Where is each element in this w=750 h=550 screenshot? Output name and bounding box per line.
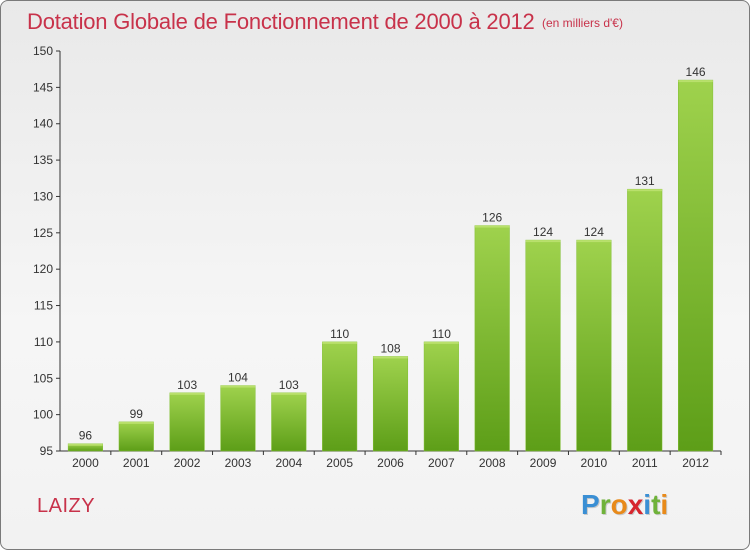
data-label: 146 <box>686 65 706 79</box>
data-label: 110 <box>330 327 349 341</box>
chart-title: Dotation Globale de Fonctionnement de 20… <box>27 9 535 34</box>
y-tick-label: 95 <box>40 444 54 458</box>
bar <box>322 341 358 452</box>
data-label: 131 <box>635 174 655 188</box>
proxiti-logo[interactable]: Proxiti <box>581 489 668 521</box>
y-tick-label: 100 <box>33 408 53 422</box>
bar-top-highlight <box>525 240 561 243</box>
bar <box>525 239 561 452</box>
chart-subtitle: (en milliers d'€) <box>542 16 623 30</box>
y-tick-label: 125 <box>33 226 53 240</box>
bar <box>169 392 205 452</box>
x-tick-label: 2007 <box>428 456 455 470</box>
y-tick-label: 115 <box>34 299 53 313</box>
x-tick-label: 2005 <box>326 456 353 470</box>
bar-top-highlight <box>118 421 154 424</box>
data-label: 110 <box>432 327 451 341</box>
data-label: 99 <box>130 407 144 421</box>
x-tick-label: 2009 <box>530 456 557 470</box>
y-tick-label: 150 <box>33 44 53 58</box>
bar <box>118 421 154 452</box>
bar-top-highlight <box>220 385 256 388</box>
bar-top-highlight <box>322 341 357 344</box>
bar <box>678 79 714 452</box>
x-tick-label: 2001 <box>123 456 150 470</box>
bar-top-highlight <box>424 341 459 344</box>
bar <box>474 225 510 452</box>
data-label: 96 <box>79 429 93 443</box>
data-label: 124 <box>533 225 553 239</box>
y-tick-label: 120 <box>33 262 53 276</box>
logo-letter: x <box>627 489 644 520</box>
y-tick-label: 135 <box>33 153 53 167</box>
bar-top-highlight <box>373 356 408 359</box>
x-tick-label: 2000 <box>72 456 99 470</box>
data-labels: 96 99 103 104 103 110 108 110 126 124 124 131 146 <box>79 65 706 443</box>
x-tick-label: 2011 <box>632 456 658 470</box>
x-tick-label: 2008 <box>479 456 506 470</box>
y-tick-label: 105 <box>33 371 53 385</box>
data-label: 108 <box>380 341 400 355</box>
bar-top-highlight <box>678 80 713 83</box>
logo-letter: P <box>581 489 600 520</box>
bar <box>271 392 307 452</box>
logo-letter: t <box>651 489 661 520</box>
logo-letter: i <box>643 489 652 520</box>
bar <box>576 239 612 452</box>
x-tick-label: 2003 <box>225 456 252 470</box>
logo-letter: i <box>660 489 669 520</box>
x-axis: 2000 2001 2002 2003 2004 2005 2006 2007 2008 2009… <box>60 450 722 470</box>
bar-top-highlight <box>474 225 510 228</box>
bar <box>423 341 459 452</box>
bars <box>67 79 714 452</box>
data-label: 126 <box>482 211 502 225</box>
bar <box>627 188 663 452</box>
bar-top-highlight <box>169 392 205 395</box>
x-tick-label: 2010 <box>581 456 608 470</box>
x-tick-label: 2012 <box>682 456 709 470</box>
x-tick-label: 2002 <box>174 456 201 470</box>
bar <box>220 385 256 452</box>
y-tick-label: 130 <box>33 189 53 203</box>
x-tick-label: 2004 <box>275 456 302 470</box>
data-label: 103 <box>177 378 197 392</box>
data-label: 124 <box>584 225 604 239</box>
data-label: 103 <box>279 378 299 392</box>
bar-top-highlight <box>576 240 612 243</box>
logo-letter: o <box>610 489 628 520</box>
y-tick-label: 145 <box>33 80 53 94</box>
commune-name: LAIZY <box>37 495 96 517</box>
y-tick-label: 110 <box>34 335 53 349</box>
x-tick-label: 2006 <box>377 456 404 470</box>
bar-top-highlight <box>68 443 103 446</box>
bar-top-highlight <box>271 392 307 395</box>
y-tick-label: 140 <box>33 117 53 131</box>
data-label: 104 <box>228 371 248 385</box>
bar-top-highlight <box>627 189 663 192</box>
bar <box>372 356 409 452</box>
logo-letter: r <box>599 489 611 520</box>
y-axis: 95 100 105 110 115 120 125 130 135 140 145 150 <box>33 44 61 458</box>
